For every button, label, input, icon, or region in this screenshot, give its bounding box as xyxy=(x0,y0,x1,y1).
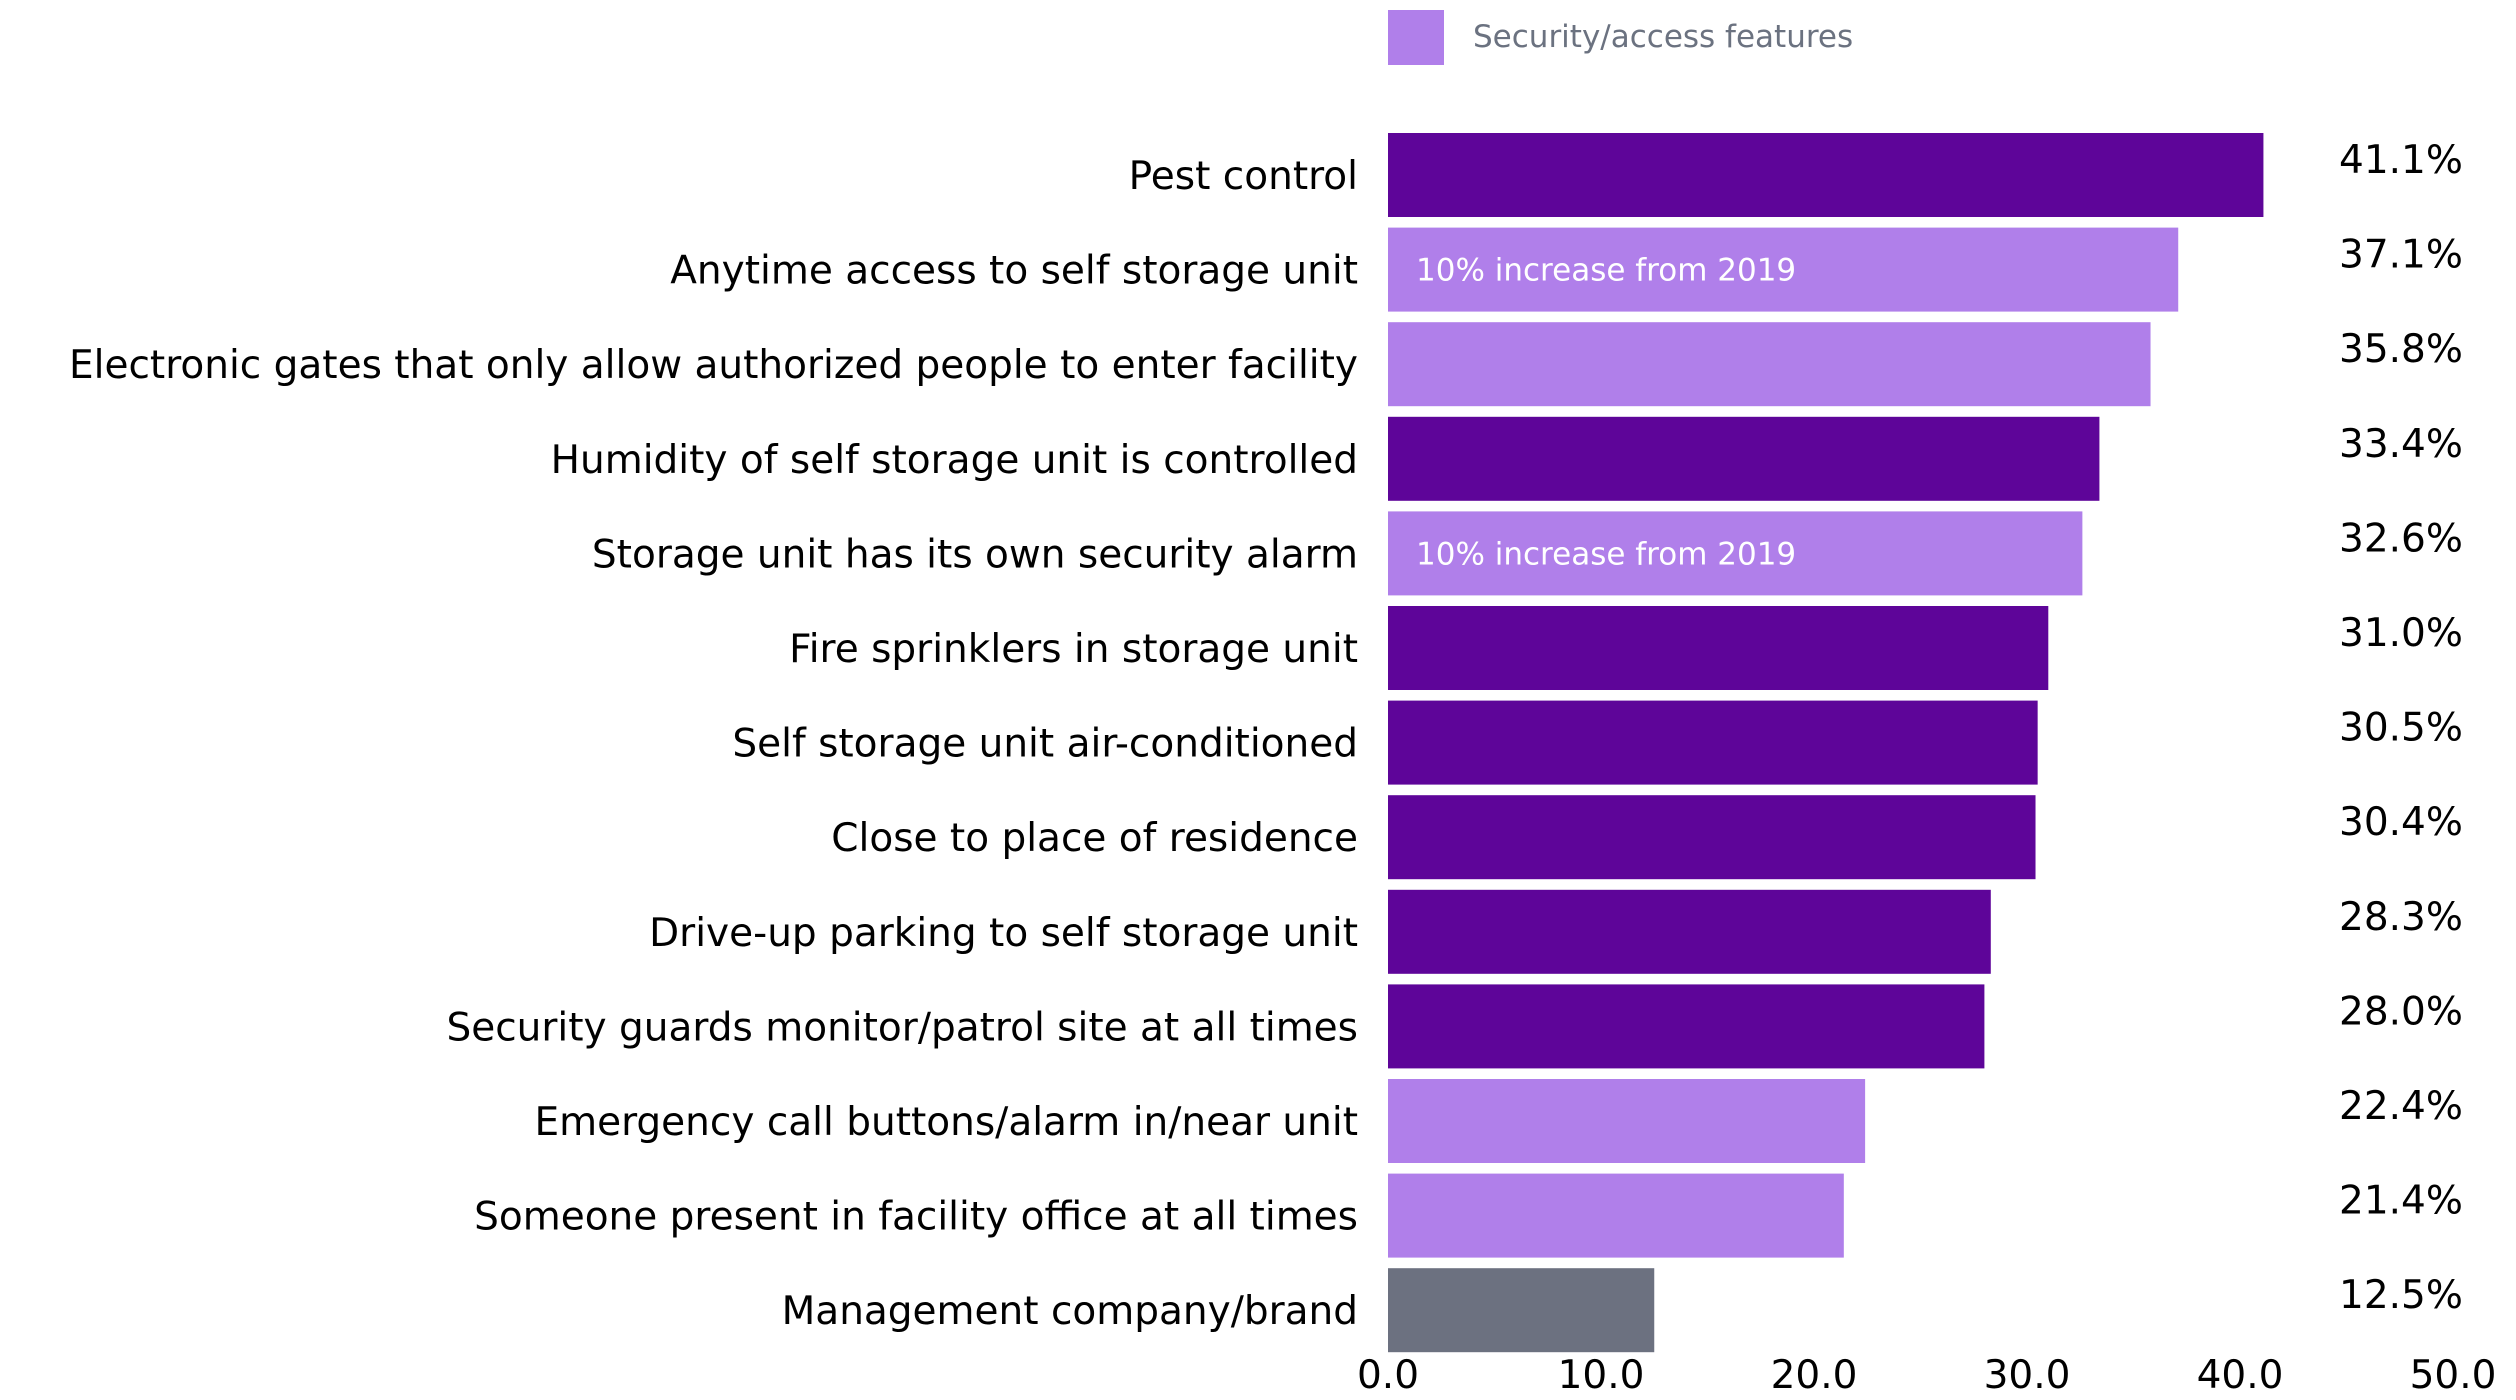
category-label: Close to place of residence xyxy=(831,816,1358,861)
bar-self-storage-unit-air-conditioned xyxy=(1388,700,2038,785)
bar-security-guards-monitor-patrol-site-at-all-times xyxy=(1388,984,1985,1069)
annotations: 10% increase from 2019 10% increase from … xyxy=(1416,253,1796,573)
bar-anytime-access-to-self-storage-unit xyxy=(1388,227,2179,312)
value-label: 35.8% xyxy=(2339,327,2463,372)
x-tick-label: 50.0 xyxy=(2410,1353,2497,1398)
value-label: 32.6% xyxy=(2339,516,2463,561)
category-label: Fire sprinklers in storage unit xyxy=(789,627,1358,672)
bar-management-company-brand xyxy=(1388,1268,1655,1353)
bar-storage-unit-has-its-own-security-alarm xyxy=(1388,511,2083,596)
value-label: 37.1% xyxy=(2339,233,2463,278)
value-label: 41.1% xyxy=(2339,138,2463,183)
value-labels: 41.1% 37.1% 35.8% 33.4% 32.6% 31.0% 30.5% 30.4%… xyxy=(2339,138,2463,1318)
value-label: 30.4% xyxy=(2339,800,2463,845)
x-tick-label: 30.0 xyxy=(1984,1353,2071,1398)
bar-humidity-of-self-storage-unit-is-controlled xyxy=(1388,416,2100,501)
value-label: 28.3% xyxy=(2339,895,2463,940)
bar-pest-control xyxy=(1388,133,2264,217)
bar-fire-sprinklers-in-storage-unit xyxy=(1388,606,2049,690)
legend: Security/access features xyxy=(1388,10,1853,65)
annotation-label: 10% increase from 2019 xyxy=(1416,253,1796,289)
value-label: 30.5% xyxy=(2339,706,2463,751)
category-label: Humidity of self storage unit is control… xyxy=(551,438,1358,483)
value-label: 33.4% xyxy=(2339,422,2463,467)
value-label: 28.0% xyxy=(2339,989,2463,1034)
category-label: Electronic gates that only allow authori… xyxy=(69,343,1358,388)
legend-swatch xyxy=(1388,10,1444,65)
value-label: 21.4% xyxy=(2339,1179,2463,1224)
x-axis-ticks: 0.0 10.0 20.0 30.0 40.0 50.0 xyxy=(1357,1353,2496,1398)
annotation-label: 10% increase from 2019 xyxy=(1416,536,1796,572)
category-label: Management company/brand xyxy=(782,1289,1358,1334)
value-label: 22.4% xyxy=(2339,1084,2463,1129)
x-tick-label: 0.0 xyxy=(1357,1353,1419,1398)
category-label: Pest control xyxy=(1129,154,1358,199)
x-tick-label: 10.0 xyxy=(1558,1353,1645,1398)
bar-drive-up-parking-to-self-storage-unit xyxy=(1388,889,1991,974)
bar-electronic-gates-that-only-allow-authorized-people-to-enter-facility xyxy=(1388,322,2151,407)
value-label: 31.0% xyxy=(2339,611,2463,656)
category-label: Security guards monitor/patrol site at a… xyxy=(446,1005,1358,1050)
category-label: Anytime access to self storage unit xyxy=(670,249,1358,294)
bar-emergency-call-buttons-alarm-in-near-unit xyxy=(1388,1079,1866,1163)
category-label: Self storage unit air-conditioned xyxy=(732,722,1358,767)
category-label: Someone present in facility office at al… xyxy=(474,1195,1358,1240)
category-label: Emergency call buttons/alarm in/near uni… xyxy=(534,1100,1358,1145)
bar-close-to-place-of-residence xyxy=(1388,795,2036,880)
bar-someone-present-in-facility-office-at-all-times xyxy=(1388,1173,1844,1258)
x-tick-label: 20.0 xyxy=(1771,1353,1858,1398)
bars-group xyxy=(1388,133,2264,1353)
category-label: Storage unit has its own security alarm xyxy=(592,532,1358,577)
legend-label: Security/access features xyxy=(1473,19,1853,55)
value-label: 12.5% xyxy=(2339,1273,2463,1318)
x-tick-label: 40.0 xyxy=(2197,1353,2284,1398)
category-labels: Pest control Anytime access to self stora… xyxy=(69,154,1358,1334)
category-label: Drive-up parking to self storage unit xyxy=(649,911,1358,956)
